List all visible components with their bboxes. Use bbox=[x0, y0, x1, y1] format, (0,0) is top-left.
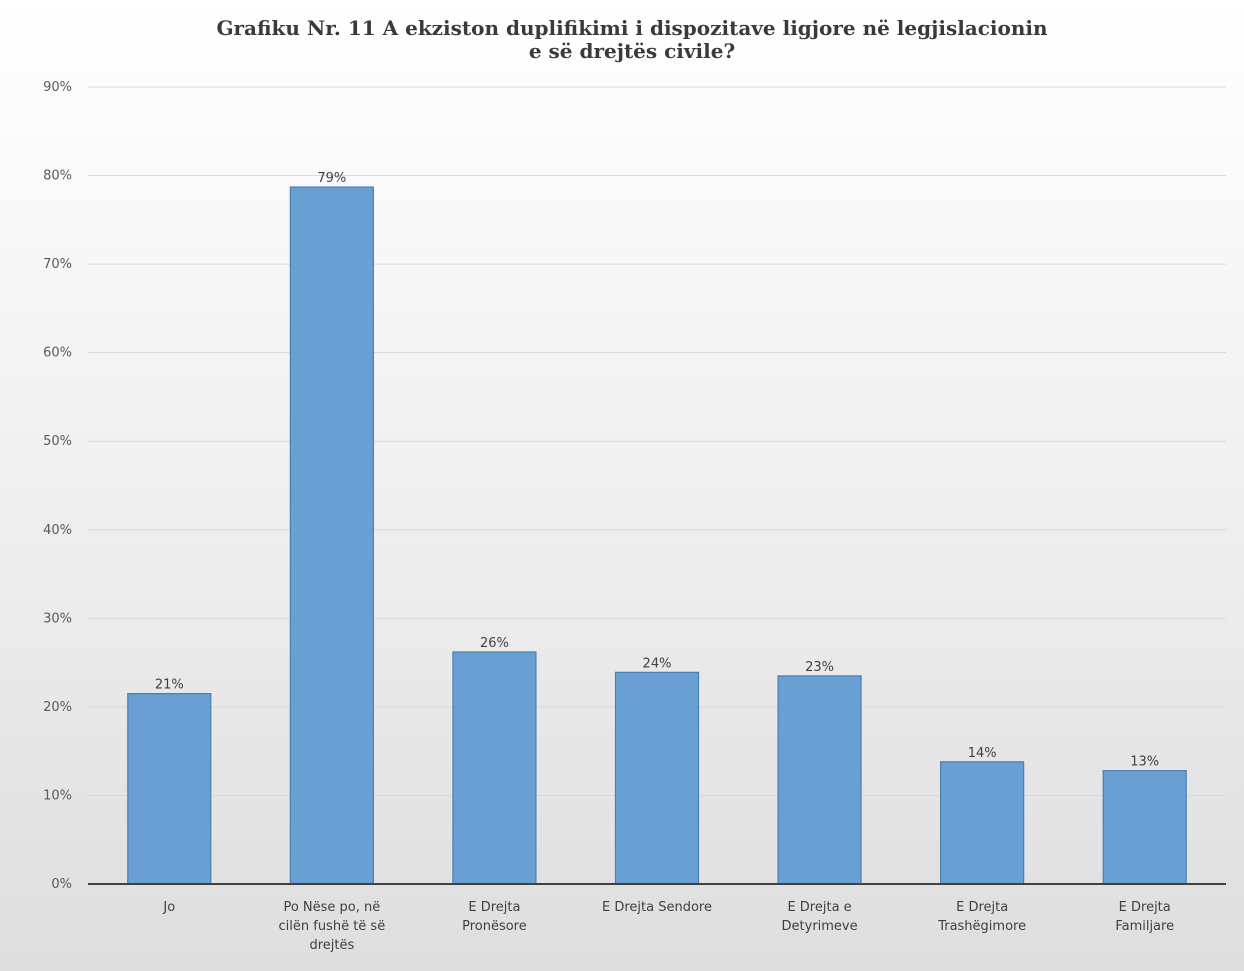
data-label: 14% bbox=[968, 746, 997, 761]
x-category-label: Pronësore bbox=[462, 919, 527, 934]
bar bbox=[452, 651, 537, 885]
bar bbox=[127, 693, 212, 885]
y-tick-label: 70% bbox=[43, 257, 72, 272]
y-tick-label: 90% bbox=[43, 80, 72, 95]
y-tick-label: 60% bbox=[43, 346, 72, 361]
data-label: 26% bbox=[480, 636, 509, 651]
chart-title-line: Grafiku Nr. 11 A ekziston duplifikimi i … bbox=[216, 16, 1048, 40]
y-tick-label: 0% bbox=[51, 877, 72, 892]
data-label: 79% bbox=[317, 171, 346, 186]
x-category-label: drejtës bbox=[309, 938, 354, 953]
bar bbox=[614, 671, 700, 885]
bar bbox=[1102, 770, 1187, 885]
x-category-label: E Drejta bbox=[1119, 900, 1171, 915]
y-tick-label: 40% bbox=[43, 523, 72, 538]
y-tick-label: 10% bbox=[43, 788, 72, 803]
y-tick-label: 50% bbox=[43, 434, 72, 449]
data-label: 21% bbox=[155, 678, 184, 693]
y-tick-label: 80% bbox=[43, 169, 72, 184]
y-tick-label: 20% bbox=[43, 700, 72, 715]
x-category-label: Jo bbox=[162, 900, 175, 915]
data-label: 24% bbox=[643, 656, 672, 671]
bar bbox=[289, 186, 374, 885]
data-label: 23% bbox=[805, 660, 834, 675]
x-category-label: Detyrimeve bbox=[782, 919, 858, 934]
x-category-label: Po Nëse po, në bbox=[283, 900, 380, 915]
y-tick-label: 30% bbox=[43, 611, 72, 626]
x-category-label: E Drejta bbox=[468, 900, 520, 915]
data-label: 13% bbox=[1130, 755, 1159, 770]
x-category-label: cilën fushë të së bbox=[279, 919, 386, 934]
chart-title-line: e së drejtës civile? bbox=[529, 39, 735, 63]
x-category-label: Familjare bbox=[1115, 919, 1174, 934]
bar bbox=[940, 761, 1025, 885]
x-category-label: Trashëgimore bbox=[937, 919, 1026, 934]
x-category-label: E Drejta Sendore bbox=[602, 900, 712, 915]
bar bbox=[777, 675, 862, 885]
x-category-label: E Drejta bbox=[956, 900, 1008, 915]
x-category-label: E Drejta e bbox=[787, 900, 851, 915]
